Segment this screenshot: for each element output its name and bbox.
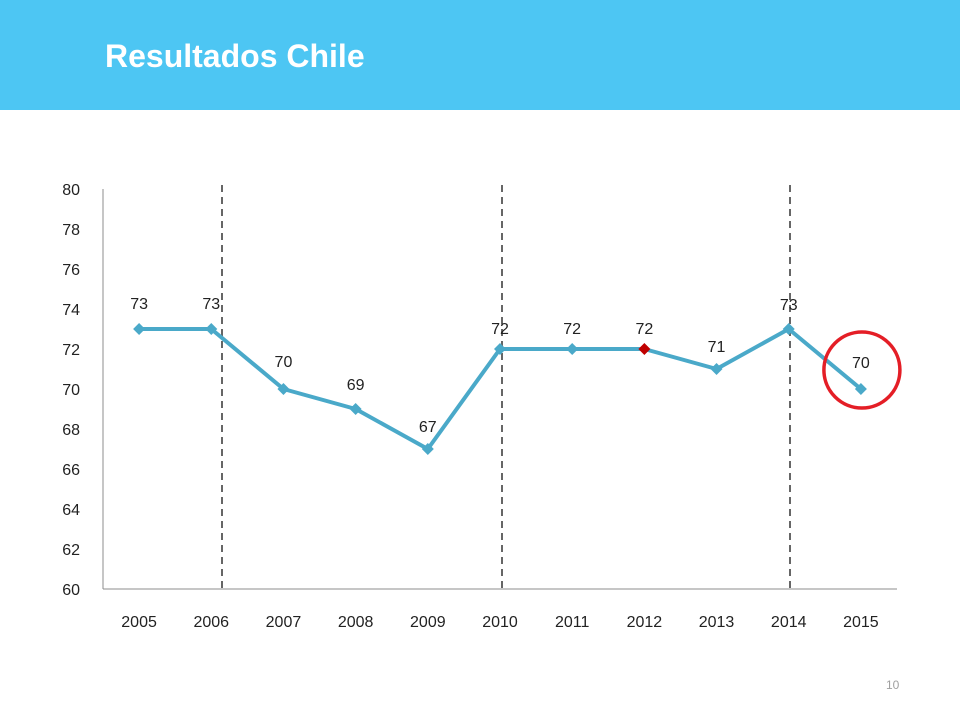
x-tick-label: 2012 (627, 614, 663, 631)
data-point (349, 403, 362, 415)
x-tick-label: 2005 (121, 614, 157, 631)
x-tick-label: 2014 (771, 614, 807, 631)
y-tick-label: 64 (62, 502, 80, 519)
y-tick-label: 70 (62, 382, 80, 399)
y-tick-label: 66 (62, 462, 80, 479)
y-tick-label: 68 (62, 422, 80, 439)
y-tick-label: 72 (62, 342, 80, 359)
data-label: 70 (852, 355, 870, 372)
header-banner: Resultados Chile (0, 0, 960, 110)
y-tick-labels: 60 62 64 66 68 70 72 74 76 78 80 (62, 182, 80, 599)
series-points (133, 323, 867, 455)
x-tick-label: 2009 (410, 614, 446, 631)
data-point (205, 323, 218, 335)
x-tick-label: 2007 (266, 614, 302, 631)
page-number: 10 (886, 678, 900, 692)
x-tick-label: 2013 (699, 614, 735, 631)
data-label: 73 (202, 296, 220, 313)
data-point (638, 343, 651, 355)
data-labels: 73 73 70 69 67 72 72 72 71 73 70 (130, 296, 870, 436)
y-tick-label: 76 (62, 262, 80, 279)
data-label: 73 (130, 296, 148, 313)
data-point (566, 343, 579, 355)
data-label: 70 (275, 354, 293, 371)
data-label: 69 (347, 377, 365, 394)
data-point (133, 323, 146, 335)
highlight-circle (822, 330, 902, 410)
x-tick-label: 2006 (193, 614, 229, 631)
slide-title: Resultados Chile (105, 38, 365, 74)
data-point (421, 443, 434, 455)
y-tick-label: 74 (62, 302, 80, 319)
data-label: 72 (491, 321, 509, 338)
chart-axes (102, 189, 897, 590)
data-label: 71 (708, 339, 726, 356)
data-label: 73 (780, 297, 798, 314)
data-label: 72 (635, 321, 653, 338)
data-point (854, 383, 867, 395)
highlight-circle-group (822, 330, 902, 410)
y-tick-label: 78 (62, 222, 80, 239)
data-point (277, 383, 290, 395)
x-tick-label: 2008 (338, 614, 374, 631)
y-tick-label: 60 (62, 582, 80, 599)
data-point (494, 343, 506, 355)
x-tick-label: 2011 (555, 614, 590, 631)
data-point (710, 363, 723, 375)
data-label: 67 (419, 419, 437, 436)
y-tick-label: 80 (62, 182, 80, 199)
x-tick-label: 2010 (482, 614, 518, 631)
y-tick-label: 62 (62, 542, 80, 559)
x-tick-labels: 2005 2006 2007 2008 2009 2010 2011 2012 2013 2014… (121, 614, 879, 631)
dashed-markers (221, 185, 791, 589)
x-tick-label: 2015 (843, 614, 879, 631)
data-point (782, 323, 795, 335)
data-label: 72 (563, 321, 581, 338)
